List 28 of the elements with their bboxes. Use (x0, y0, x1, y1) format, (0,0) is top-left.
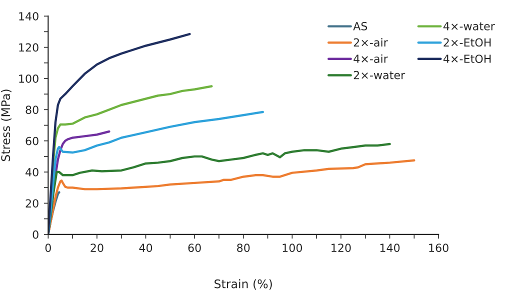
x-tick-label: 60 (188, 244, 201, 252)
x-tick-label: 20 (90, 244, 104, 252)
y-tick-label: 100 (19, 74, 38, 83)
legend-label: 2×-EtOH (444, 38, 491, 47)
x-tick-label: 120 (332, 244, 351, 252)
x-tick-label: 160 (429, 244, 448, 252)
legend-label: 4×-air (354, 54, 388, 63)
line-series (48, 159, 416, 234)
legend-label: 2×-air (354, 38, 388, 47)
y-tick-label: 0 (32, 230, 38, 239)
legend-label: 4×-water (443, 22, 495, 30)
x-tick-label: 40 (139, 244, 152, 252)
y-tick-label: 120 (19, 43, 38, 52)
x-tick-label: 80 (237, 244, 250, 252)
y-axis-title: Stress (MPa) (0, 90, 12, 162)
legend-label: 4×-EtOH (443, 54, 491, 63)
x-tick-label: 0 (45, 244, 51, 252)
line-series (48, 32, 191, 234)
x-tick-label: 140 (380, 244, 400, 252)
y-tick-label: 20 (26, 199, 38, 208)
y-tick-label: 40 (26, 168, 38, 176)
x-tick-label: 100 (282, 244, 302, 252)
y-tick-label: 80 (26, 106, 38, 114)
legend-label: 2×-water (354, 70, 406, 80)
legend-label: AS (353, 22, 368, 30)
y-tick-label: 140 (19, 12, 38, 20)
y-tick-label: 60 (26, 136, 38, 146)
x-axis-title: Strain (%) (214, 279, 272, 290)
